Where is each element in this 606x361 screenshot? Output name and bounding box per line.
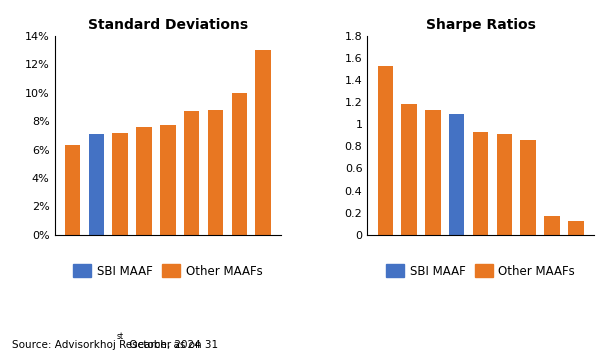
Bar [473,132,488,235]
Bar [568,221,584,235]
Bar [401,104,417,235]
Title: Standard Deviations: Standard Deviations [88,18,248,32]
Text: st: st [116,332,124,341]
Text: Source: Advisorkhoj Research, as on 31: Source: Advisorkhoj Research, as on 31 [12,340,218,350]
Title: Sharpe Ratios: Sharpe Ratios [425,18,536,32]
Bar [425,110,441,235]
Bar [544,216,560,235]
Bar [521,140,536,235]
Bar [378,66,393,235]
Bar [136,127,152,235]
Legend: SBI MAAF, Other MAAFs: SBI MAAF, Other MAAFs [73,264,262,278]
Legend: SBI MAAF, Other MAAFs: SBI MAAF, Other MAAFs [386,264,575,278]
Text: October 2024: October 2024 [126,340,201,350]
Bar [208,110,223,235]
Bar [184,111,199,235]
Bar [113,132,128,235]
Bar [255,50,271,235]
Bar [88,134,104,235]
Bar [65,145,81,235]
Bar [497,134,512,235]
Bar [160,125,176,235]
Bar [231,93,247,235]
Bar [449,114,464,235]
